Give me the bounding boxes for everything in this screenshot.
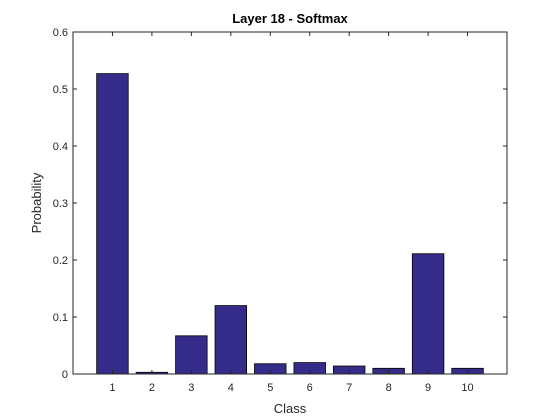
x-tick-label: 5 bbox=[267, 382, 273, 394]
bar-class-3 bbox=[175, 335, 208, 375]
x-tick-label: 4 bbox=[228, 382, 234, 394]
x-tick-label: 1 bbox=[109, 382, 115, 394]
y-tick-label: 0.2 bbox=[53, 255, 68, 267]
x-tick-label: 9 bbox=[425, 382, 431, 394]
bar-class-1 bbox=[96, 73, 129, 375]
bar-group bbox=[96, 73, 484, 375]
x-ticks: 1 2 3 4 5 6 7 8 9 10 bbox=[109, 32, 474, 394]
y-tick-label: 0.3 bbox=[53, 198, 68, 210]
chart-title: Layer 18 - Softmax bbox=[232, 11, 348, 26]
x-tick-label: 3 bbox=[188, 382, 194, 394]
y-tick-label: 0.4 bbox=[53, 141, 68, 153]
x-tick-label: 8 bbox=[386, 382, 392, 394]
x-tick-label: 10 bbox=[461, 382, 473, 394]
x-tick-label: 2 bbox=[149, 382, 155, 394]
bar-class-4 bbox=[214, 305, 247, 375]
y-tick-label: 0 bbox=[62, 369, 68, 381]
x-tick-label: 6 bbox=[307, 382, 313, 394]
x-axis-label: Class bbox=[274, 401, 307, 416]
y-axis-label: Probability bbox=[29, 172, 44, 233]
y-tick-label: 0.6 bbox=[53, 27, 68, 39]
x-tick-label: 7 bbox=[346, 382, 352, 394]
bar-class-9 bbox=[411, 253, 445, 375]
y-tick-label: 0.5 bbox=[53, 84, 68, 96]
y-ticks: 0 0.1 0.2 0.3 0.4 0.5 0.6 bbox=[53, 27, 507, 381]
y-tick-label: 0.1 bbox=[53, 312, 68, 324]
